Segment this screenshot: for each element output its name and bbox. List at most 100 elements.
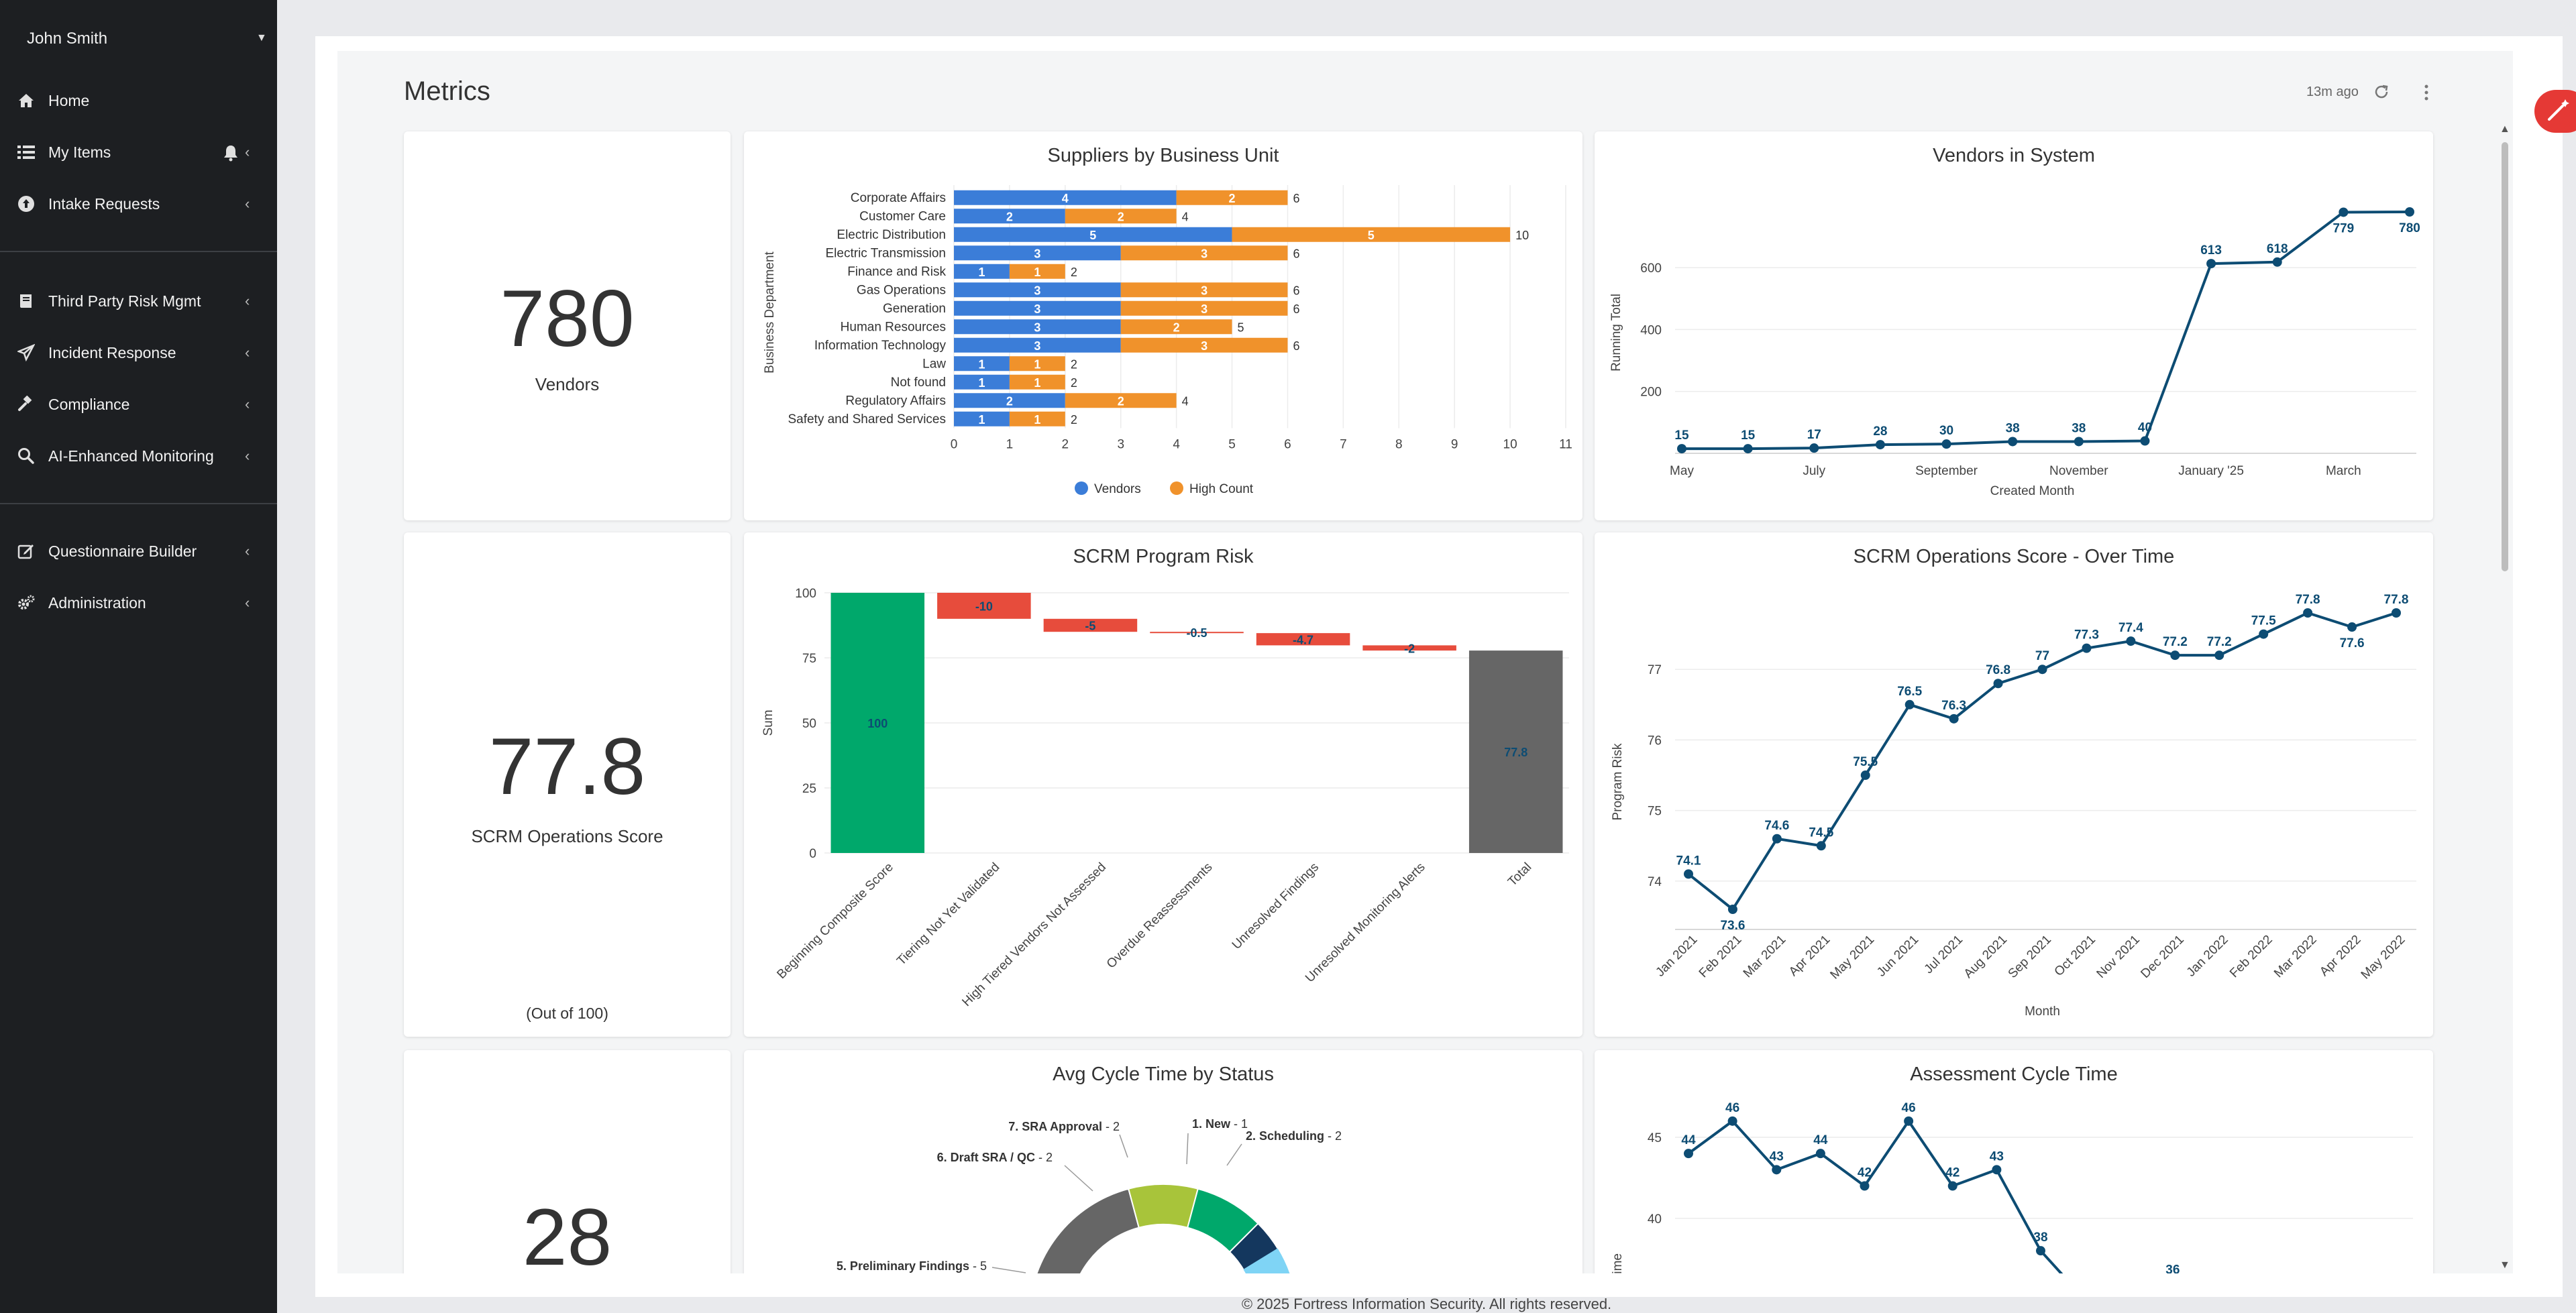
bar-value-label: 3 (1201, 247, 1208, 260)
slice-label: 5. Preliminary Findings - 5 (837, 1259, 987, 1273)
data-label: 44 (1681, 1133, 1696, 1147)
bar-value-label: 1 (1034, 413, 1040, 426)
sidebar-item-home[interactable]: Home (0, 79, 277, 122)
scrollbar-thumb[interactable] (2502, 142, 2508, 571)
data-point (1904, 699, 1915, 709)
bar-value-label: 100 (867, 717, 888, 730)
sidebar-item-ai-monitoring[interactable]: AI-Enhanced Monitoring ‹ (0, 435, 277, 477)
sidebar-item-incident-response[interactable]: Incident Response ‹ (0, 331, 277, 374)
scrm-ops-score-over-time-card: SCRM Operations Score - Over Time 74 75 76… (1595, 532, 2433, 1037)
sidebar-item-label: Home (48, 91, 90, 109)
legend-marker (1170, 481, 1183, 495)
data-label: 77.4 (2118, 621, 2143, 635)
x-tick-label: January '25 (2178, 464, 2244, 478)
data-label: 76.3 (1941, 699, 1966, 713)
refresh-icon[interactable] (2373, 83, 2390, 101)
scroll-down-arrow-icon[interactable]: ▼ (2500, 1259, 2510, 1271)
chevron-left-icon[interactable]: ‹ (245, 144, 250, 160)
bar-segment (1120, 319, 1232, 335)
x-tick-label: Jan 2022 (2184, 933, 2231, 980)
slice-label: 2. Scheduling - 2 (1246, 1129, 1342, 1143)
page-title: Metrics (404, 76, 490, 106)
x-tick-label: Jul 2021 (1922, 933, 1966, 977)
x-tick-label: 3 (1117, 438, 1124, 452)
scroll-up-arrow-icon[interactable]: ▲ (2500, 123, 2510, 135)
kpi-value: 780 (500, 274, 635, 363)
data-label: 38 (2072, 421, 2086, 435)
home-icon (16, 91, 36, 111)
data-point (2126, 636, 2136, 646)
data-point (2392, 608, 2401, 618)
chart-title: SCRM Program Risk (1073, 546, 1254, 567)
more-options-icon[interactable] (2423, 83, 2430, 102)
sidebar-item-label: Questionnaire Builder (48, 542, 197, 560)
sidebar: John Smith ▼ Home My Items ‹ Intake Requ… (0, 0, 277, 1313)
sidebar-item-administration[interactable]: Administration ‹ (0, 581, 277, 624)
bar-value-label: 2 (1229, 192, 1236, 205)
data-label: 40 (2138, 421, 2152, 435)
bar-value-label: 1 (1034, 266, 1040, 279)
chart-title: Suppliers by Business Unit (1047, 145, 1279, 166)
chevron-left-icon[interactable]: ‹ (245, 396, 250, 412)
sidebar-item-third-party-risk[interactable]: Third Party Risk Mgmt ‹ (0, 280, 277, 323)
data-label: 73.6 (1720, 919, 1745, 933)
data-point (2272, 257, 2282, 267)
category-label: Gas Operations (857, 283, 946, 297)
label-leader-line (1119, 1134, 1128, 1158)
paper-plane-icon (16, 343, 36, 363)
chevron-left-icon[interactable]: ‹ (245, 543, 250, 559)
category-label: Safety and Shared Services (788, 412, 946, 426)
chevron-left-icon[interactable]: ‹ (245, 195, 250, 212)
sidebar-item-intake-requests[interactable]: Intake Requests ‹ (0, 182, 277, 225)
x-tick-label: Total (1505, 860, 1534, 889)
data-point (1949, 713, 1959, 724)
bar-value-label: 3 (1034, 339, 1040, 353)
data-label: 74.5 (1809, 825, 1833, 840)
bar-value-label: 1 (1034, 357, 1040, 371)
user-name[interactable]: John Smith (27, 30, 108, 48)
sidebar-item-questionnaire-builder[interactable]: Questionnaire Builder ‹ (0, 530, 277, 573)
data-point (2037, 665, 2047, 675)
chevron-left-icon[interactable]: ‹ (245, 594, 250, 611)
data-point (2036, 1246, 2045, 1256)
category-label: Electric Transmission (826, 246, 947, 260)
y-tick-label: 76 (1648, 734, 1662, 748)
chevron-left-icon[interactable]: ‹ (245, 447, 250, 464)
data-label: 76.8 (1986, 663, 2010, 677)
sidebar-item-my-items[interactable]: My Items ‹ (0, 131, 277, 174)
chevron-left-icon[interactable]: ‹ (245, 344, 250, 361)
magic-wand-button[interactable] (2534, 90, 2576, 133)
data-label: 77.3 (2074, 628, 2099, 642)
bar-value-label: 3 (1034, 284, 1040, 297)
y-tick-label: 75 (802, 652, 816, 666)
category-label: Electric Distribution (837, 228, 946, 242)
label-leader-line (991, 1267, 1026, 1273)
edit-icon (16, 541, 36, 561)
data-point (1772, 1165, 1782, 1175)
bell-icon[interactable] (223, 144, 240, 162)
chevron-left-icon[interactable]: ‹ (245, 292, 250, 309)
data-label: 77.8 (2384, 593, 2409, 607)
x-tick-label: Unresolved Monitoring Alerts (1303, 860, 1428, 986)
bar-value-label: 3 (1201, 302, 1208, 316)
kpi-value: 77.8 (488, 722, 646, 811)
bar-total-label: 2 (1071, 376, 1077, 390)
x-tick-label: 5 (1228, 438, 1236, 452)
y-tick-label: 50 (802, 717, 816, 731)
data-label: 75.5 (1853, 755, 1878, 769)
x-tick-label: Apr 2022 (2317, 933, 2363, 979)
data-point (1860, 770, 1870, 781)
kpi-card-third: 28 (404, 1050, 731, 1273)
vendors-line-chart: 200 400 600 May July September November January… (1609, 207, 2420, 498)
bar-total-label: 2 (1071, 266, 1077, 279)
legend-label: High Count (1189, 482, 1254, 496)
waterfall-bar (830, 593, 925, 853)
sidebar-item-compliance[interactable]: Compliance ‹ (0, 383, 277, 426)
gavel-icon (16, 394, 36, 414)
x-tick-label: November (2049, 464, 2108, 478)
y-tick-label: 100 (795, 587, 816, 601)
data-label: 77.2 (2163, 635, 2188, 649)
user-menu-caret-icon[interactable]: ▼ (256, 32, 267, 44)
waterfall-bar (1362, 645, 1456, 651)
waterfall-bar (1150, 632, 1244, 634)
